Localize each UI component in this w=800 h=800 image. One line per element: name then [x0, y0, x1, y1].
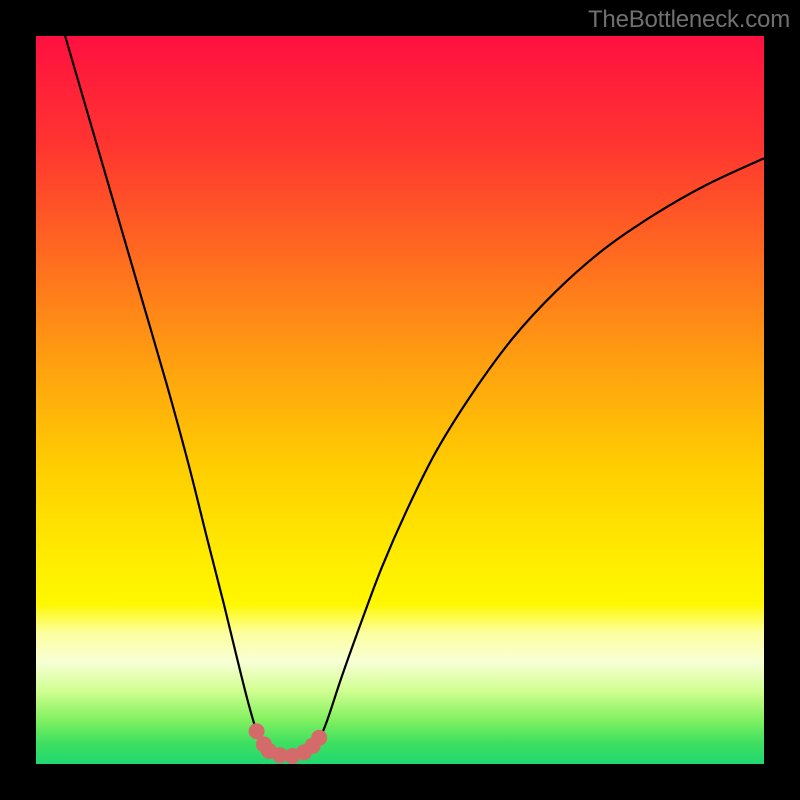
chart-container: { "watermark": { "text": "TheBottleneck.… — [0, 0, 800, 800]
watermark-text: TheBottleneck.com — [588, 6, 790, 34]
valley-dots — [36, 36, 764, 764]
plot-area — [36, 36, 764, 764]
valley-dot — [311, 730, 327, 746]
